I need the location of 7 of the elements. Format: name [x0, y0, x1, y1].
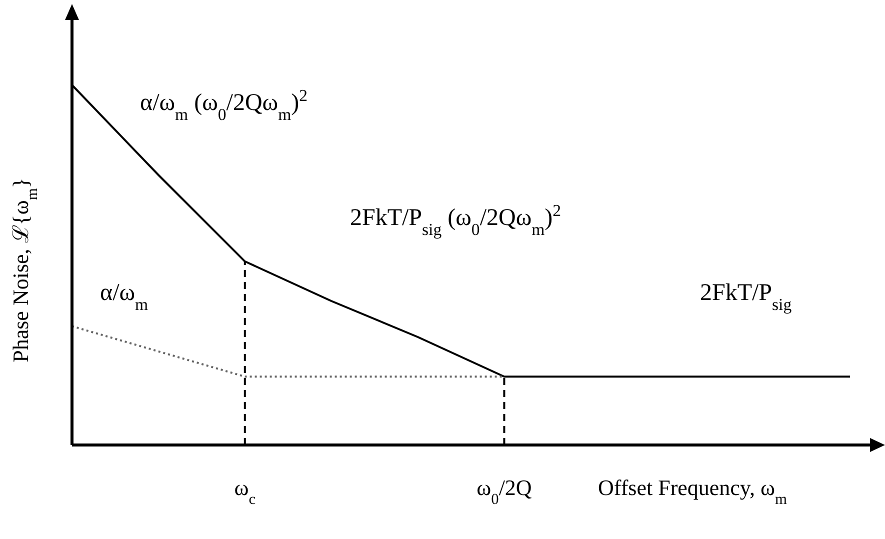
- annotation: 2FkT/P$_{sig}$: [700, 280, 792, 314]
- x-tick-label: ω$_{c}$: [234, 475, 256, 508]
- annotation: α/ω$_{m}$: [100, 280, 148, 314]
- annotation: α/ω$_{m}$ (ω$_{0}$/2Qω$_{m}$)$^{2}$: [140, 86, 308, 124]
- x-tick-label: ω$_{0}$/2Q: [476, 475, 532, 508]
- annotation: 2FkT/P$_{sig}$ (ω$_{0}$/2Qω$_{m}$)$^{2}$: [350, 200, 562, 238]
- x-axis-title: Offset Frequency, ω$_{m}$: [598, 475, 787, 508]
